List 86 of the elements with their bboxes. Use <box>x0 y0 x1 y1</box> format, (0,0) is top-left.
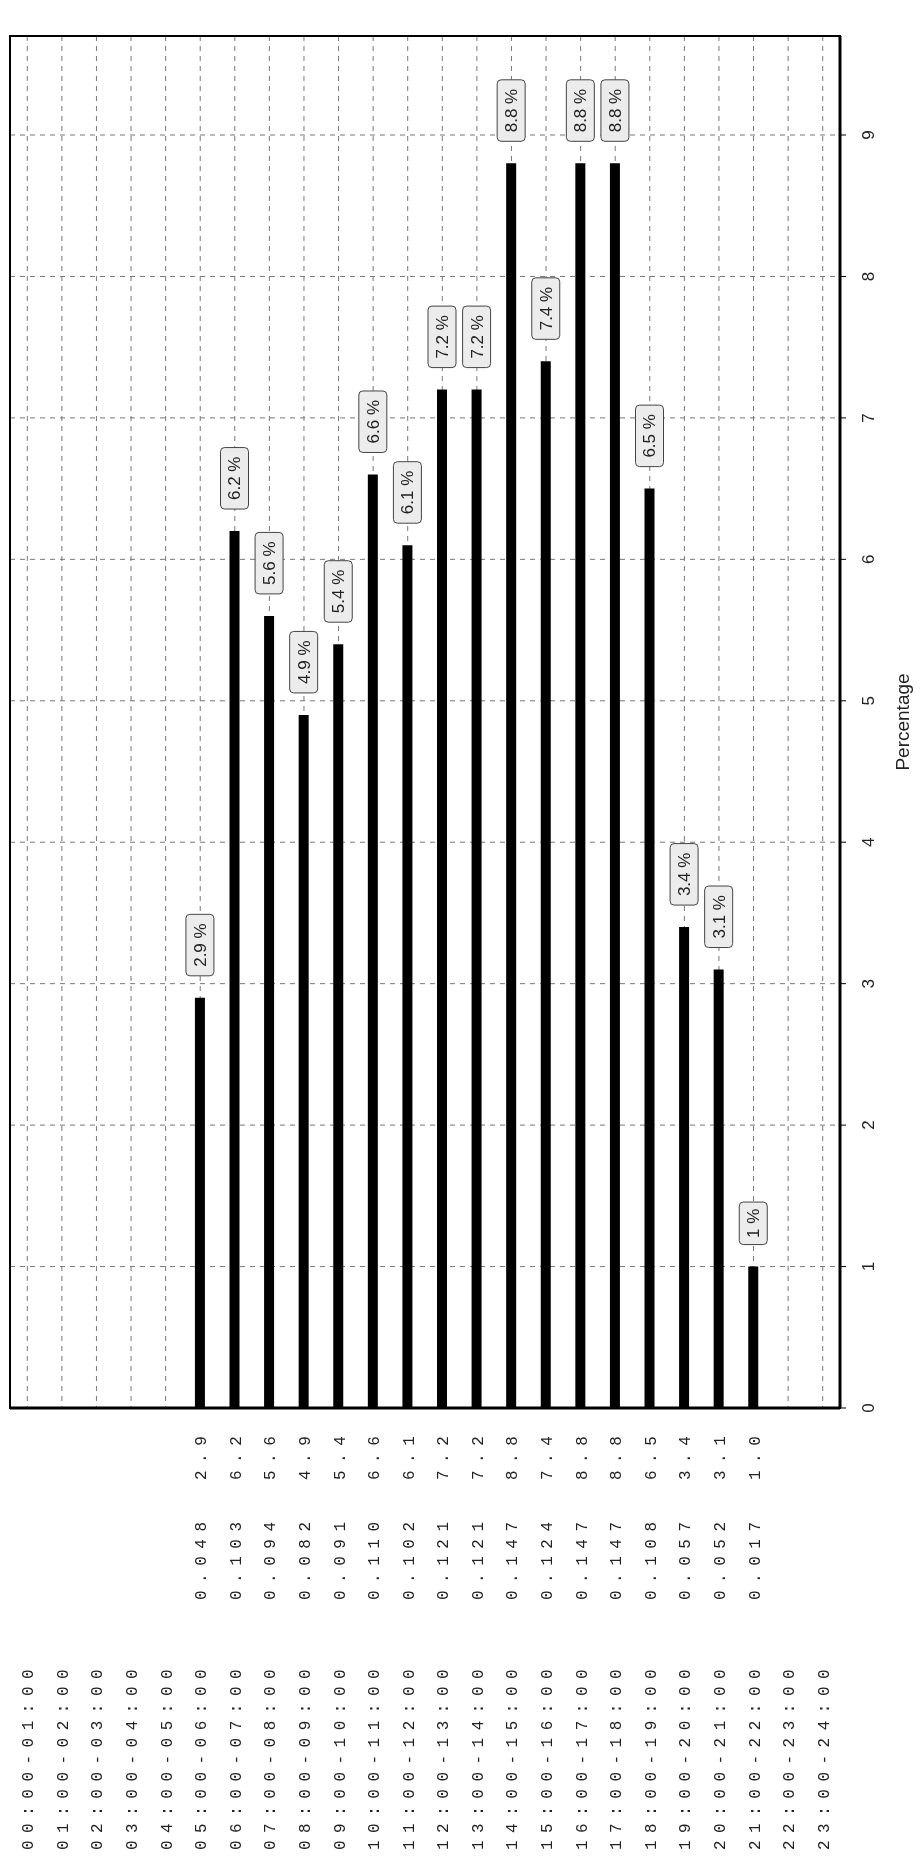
text: 5.6 <box>262 1428 281 1480</box>
x-tick-label: 21:00-22:00 <box>746 1661 765 1850</box>
text: 7.2 <box>469 1428 488 1480</box>
data-label: 6.5 % <box>640 414 660 458</box>
text: 0.147 <box>573 1514 592 1600</box>
data-label: 8.8 % <box>502 88 522 133</box>
y2-tick-label: 4 <box>859 837 879 847</box>
y2-tick-label: 1 <box>859 1261 879 1272</box>
text: 7.4 <box>539 1428 558 1480</box>
text: 0.052 <box>711 1514 730 1600</box>
text: 0.103 <box>227 1514 246 1600</box>
x-tick-label: 17:00-18:00 <box>608 1661 627 1850</box>
data-label: 5.4 % <box>329 569 349 614</box>
text: 0.017 <box>746 1514 765 1600</box>
data-label: 7.4 % <box>536 286 556 331</box>
y2-axis-title: Percentage <box>892 673 913 771</box>
text: 3.4 <box>677 1428 696 1480</box>
y2-tick-label: 2 <box>859 1120 879 1130</box>
y2-tick-label: 8 <box>859 271 879 282</box>
text: 7.2 <box>435 1428 454 1480</box>
x-tick-label: 19:00-20:00 <box>677 1661 696 1850</box>
x-tick-label: 04:00-05:00 <box>158 1661 177 1850</box>
text: 0.048 <box>193 1514 212 1600</box>
text: 8.8 <box>608 1428 627 1480</box>
x-tick-label: 10:00-11:00 <box>366 1661 385 1850</box>
x-tick-label: 07:00-08:00 <box>262 1661 281 1850</box>
text: 1.0 <box>746 1428 765 1480</box>
text: 2.9 <box>193 1428 212 1480</box>
x-tick-label: 15:00-16:00 <box>539 1661 558 1850</box>
y2-tick-label: 0 <box>859 1403 879 1413</box>
text: 0.057 <box>677 1514 696 1600</box>
x-tick-label: 20:00-21:00 <box>711 1661 730 1850</box>
data-label: 5.6 % <box>260 541 280 585</box>
data-label: 1 % <box>744 1208 764 1238</box>
data-label: 7.2 % <box>467 315 487 359</box>
y2-tick-label: 7 <box>859 413 879 423</box>
x-tick-label: 23:00-24:00 <box>815 1661 834 1850</box>
x-tick-label: 18:00-19:00 <box>642 1661 661 1850</box>
x-tick-label: 14:00-15:00 <box>504 1661 523 1850</box>
y2-tick-label: 6 <box>859 554 879 565</box>
x-tick-label: 11:00-12:00 <box>400 1661 419 1850</box>
data-label: 3.4 % <box>675 852 695 897</box>
x-tick-label: 06:00-07:00 <box>227 1661 246 1850</box>
text: 6.5 <box>642 1428 661 1480</box>
x-tick-label: 00:00-01:00 <box>20 1661 39 1850</box>
x-tick-label: 01:00-02:00 <box>54 1661 73 1850</box>
data-label: 6.2 % <box>225 456 245 501</box>
data-label: 2.9 % <box>190 923 210 967</box>
text: 0.091 <box>331 1514 350 1600</box>
text: 0.102 <box>400 1514 419 1600</box>
y2-tick-label: 3 <box>859 978 879 989</box>
data-label: 6.1 % <box>398 470 418 515</box>
text: 0.082 <box>296 1514 315 1600</box>
text: 0.147 <box>504 1514 523 1600</box>
x-tick-label: 02:00-03:00 <box>89 1661 108 1850</box>
text: 0.121 <box>435 1514 454 1600</box>
text: 0.147 <box>608 1514 627 1600</box>
text: 0.110 <box>366 1514 385 1600</box>
x-tick-label: 22:00-23:00 <box>781 1661 800 1850</box>
x-tick-label: 05:00-06:00 <box>193 1661 212 1850</box>
data-label: 8.8 % <box>605 88 625 133</box>
text: 5.4 <box>331 1428 350 1480</box>
text: 8.8 <box>573 1428 592 1480</box>
x-tick-label: 03:00-04:00 <box>124 1661 143 1850</box>
text: 4.9 <box>296 1428 315 1480</box>
x-tick-label: 08:00-09:00 <box>296 1661 315 1850</box>
text: 0.124 <box>539 1514 558 1600</box>
text: 0.108 <box>642 1514 661 1600</box>
text: 8.8 <box>504 1428 523 1480</box>
text: 3.1 <box>711 1428 730 1480</box>
data-label: 8.8 % <box>571 88 591 133</box>
x-tick-label: 13:00-14:00 <box>469 1661 488 1850</box>
text: 6.1 <box>400 1428 419 1480</box>
data-label: 3.1 % <box>709 895 729 939</box>
x-tick-label: 16:00-17:00 <box>573 1661 592 1850</box>
x-tick-label: 12:00-13:00 <box>435 1661 454 1850</box>
text: 0.121 <box>469 1514 488 1600</box>
text: 6.6 <box>366 1428 385 1480</box>
y2-tick-label: 5 <box>859 696 879 706</box>
data-label: 6.6 % <box>363 399 383 444</box>
x-tick-label: 09:00-10:00 <box>331 1661 350 1850</box>
text: 0.094 <box>262 1514 281 1600</box>
data-label: 4.9 % <box>294 640 314 684</box>
y2-tick-label: 9 <box>859 130 879 140</box>
data-label: 7.2 % <box>433 315 452 359</box>
text: 6.2 <box>227 1428 246 1480</box>
